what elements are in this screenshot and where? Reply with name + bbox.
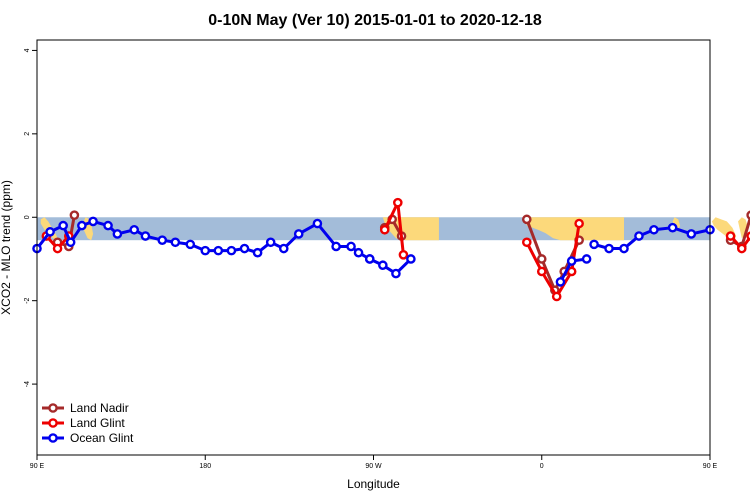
ocean-glint-point [391,268,401,279]
ocean-glint-point [634,231,644,241]
land-glint-point [746,231,750,241]
y-tick-label: -2 [24,297,31,303]
ocean-glint-point [604,243,614,254]
ocean-glint-point [170,237,181,248]
ocean-glint-point [213,245,224,256]
x-axis-label: Longitude [347,477,400,491]
ocean-glint-point [555,277,566,287]
ocean-glint-point [252,247,263,258]
land-glint-point [379,224,390,235]
ocean-glint-point [353,247,364,258]
land-region-4 [524,217,625,241]
land-nadir-point [521,214,532,225]
ocean-glint-point [346,241,356,252]
chart-title: 0-10N May (Ver 10) 2015-01-01 to 2020-12… [208,12,542,29]
series-ocean-glint [32,216,715,287]
ocean-glint-point [157,235,168,246]
land-glint-point [566,266,577,277]
ocean-glint-point [77,220,87,231]
ocean-glint-point [566,256,577,266]
land-glint-point [521,237,532,248]
ocean-glint-point [406,254,416,264]
y-tick-label: 0 [24,215,31,219]
land-glint-point [398,249,409,260]
ocean-glint-point [581,254,592,264]
series-land-glint [41,197,750,302]
ocean-glint-point [686,229,697,239]
ocean-glint-point [649,224,659,235]
x-tick-label: 180 [199,463,211,470]
land-glint-point [52,243,63,254]
ocean-glint-point [278,243,289,254]
series-layer [32,197,750,302]
ocean-glint-point [200,245,211,256]
land-glint-point [574,218,584,229]
land-nadir-point [69,210,80,220]
x-tick-label: 90 W [365,463,382,470]
ocean-glint-point [364,254,375,264]
y-tick-label: 2 [24,132,31,136]
land-glint-point [725,231,736,241]
legend-marker [48,418,58,428]
y-axis-label: XCO2 - MLO trend (ppm) [0,180,13,315]
ocean-glint-point [58,220,68,231]
land-glint-point [393,197,403,208]
y-tick-label: -4 [24,381,31,387]
legend-item-land-glint: Land Glint [42,416,125,430]
ocean-glint-point [88,216,98,227]
legend-marker [48,403,58,413]
ocean-glint-point [378,260,388,271]
legend-label: Land Nadir [70,401,129,415]
ocean-glint-point [667,222,678,233]
legend-item-ocean-glint: Ocean Glint [42,431,134,445]
land-nadir-point [536,254,547,264]
legend-item-land-nadir: Land Nadir [42,401,129,415]
ocean-glint-point [45,227,55,237]
ocean-glint-point [185,239,196,250]
ocean-glint-point [331,241,341,252]
ocean-glint-point [129,224,140,235]
ocean-glint-point [312,218,323,229]
ocean-glint-point [112,229,123,239]
land-nadir-point [746,210,750,220]
x-tick-label: 90 E [30,463,45,470]
land-glint-point [551,291,562,302]
land-glint-point [536,266,547,277]
ocean-glint-point [619,243,629,254]
ocean-glint-line-1 [369,257,412,276]
y-axis: 4 2 0 -2 -4 [24,48,37,387]
ocean-glint-point [103,220,113,231]
ocean-glint-point [293,229,304,239]
legend-marker [48,433,58,443]
legend-label: Land Glint [70,416,125,430]
ocean-glint-point [589,239,599,250]
ocean-glint-point [140,231,151,241]
land-glint-point [736,243,747,254]
x-tick-label: 90 E [703,463,718,470]
ocean-glint-point [65,237,76,248]
y-tick-label: 4 [24,48,31,52]
ocean-glint-point [239,243,250,254]
ocean-glint-point [226,245,237,256]
ocean-glint-point [265,237,276,248]
x-axis: 90 E 180 90 W 0 90 E [30,455,718,470]
legend-label: Ocean Glint [70,431,134,445]
x-tick-label: 0 [540,463,544,470]
